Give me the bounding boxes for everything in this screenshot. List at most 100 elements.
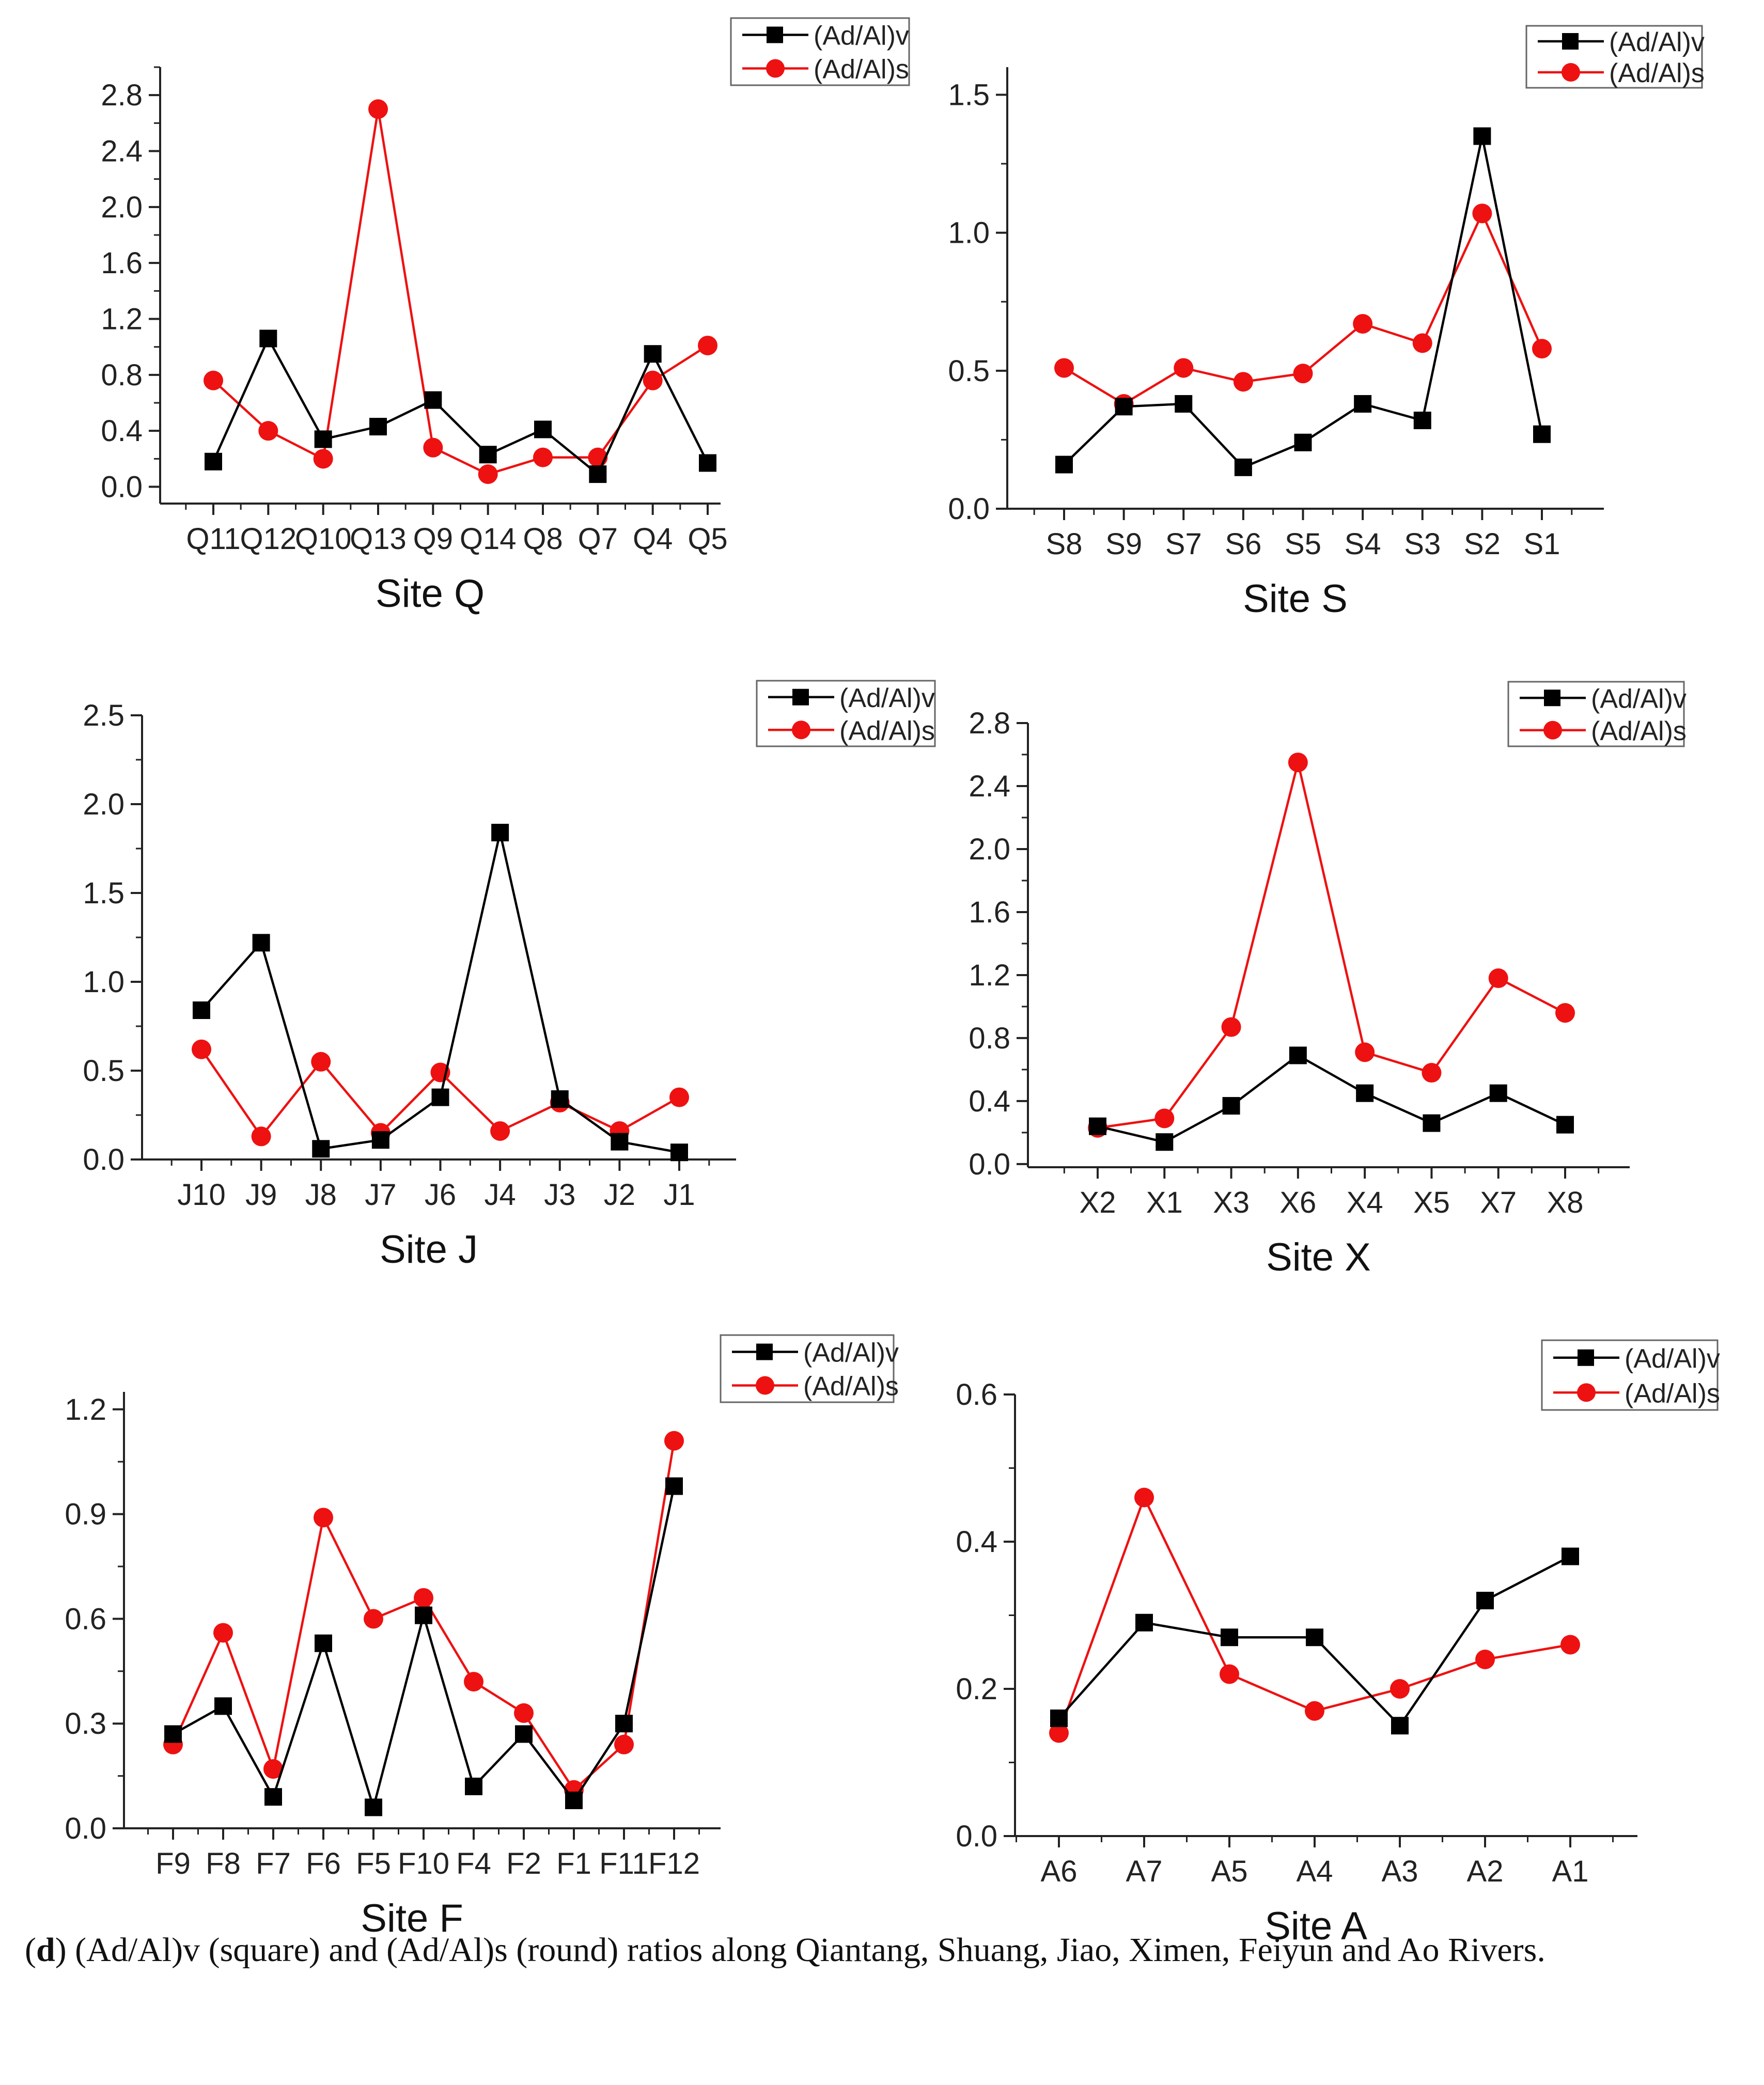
series-line-v — [212, 336, 709, 476]
y-tick-label: 0.4 — [956, 1525, 997, 1559]
data-point-v — [1391, 1717, 1409, 1735]
x-axis-title: Site S — [1243, 577, 1348, 621]
data-point-v — [479, 446, 497, 464]
data-point-v — [1156, 1133, 1174, 1151]
data-point-v — [214, 1697, 232, 1715]
x-tick-label: J7 — [365, 1178, 396, 1212]
data-point-v — [1473, 127, 1491, 145]
data-point-v — [1175, 395, 1193, 413]
y-tick-label: 1.2 — [969, 959, 1010, 992]
y-tick-label: 1.0 — [948, 216, 990, 250]
x-axis-title: Site Q — [376, 572, 485, 616]
x-tick-label: S8 — [1046, 527, 1083, 561]
caption-text: ) (Ad/Al)v (square) and (Ad/Al)s (round)… — [55, 1931, 1546, 1969]
series-line-v — [1097, 1054, 1566, 1143]
data-point-v — [699, 454, 716, 472]
chart-panel-1: 0.0 0.5 1.0 1.5 S8 S9 S7 S6 S5 S4 S3 S2 S1 Site S (Ad/… — [948, 25, 1705, 621]
data-point-v — [1556, 1116, 1574, 1134]
y-tick-label: 2.4 — [969, 770, 1010, 803]
chart-panel-2: 0.0 0.5 1.0 1.5 2.0 2.5 J10 J9 J8 J7 J6 J4 J3 J2 J1 Sit… — [83, 680, 936, 1272]
x-tick-label: F10 — [398, 1847, 449, 1880]
data-point-v — [551, 1090, 569, 1108]
data-point-s — [251, 1126, 271, 1147]
x-tick-label: X8 — [1547, 1186, 1584, 1219]
x-tick-label: S7 — [1165, 527, 1202, 561]
legend-label: (Ad/Al)s — [803, 1372, 899, 1402]
x-tick-label: S5 — [1285, 527, 1321, 561]
legend-marker-square — [1544, 689, 1560, 707]
y-tick-label: 0.4 — [969, 1085, 1010, 1118]
data-point-v — [259, 330, 277, 348]
legend: (Ad/Al)v(Ad/Al)s — [756, 680, 936, 747]
data-point-v — [1050, 1710, 1068, 1727]
data-point-v — [1222, 1097, 1240, 1115]
data-point-s — [698, 335, 717, 355]
y-tick-label: 2.5 — [83, 699, 124, 732]
y-tick-label: 0.0 — [956, 1820, 997, 1853]
x-tick-label: Q11 — [186, 522, 240, 556]
y-tick-label: 0.6 — [956, 1378, 997, 1412]
data-point-s — [423, 437, 443, 458]
x-tick-label: Q7 — [578, 522, 618, 556]
data-point-s — [1488, 968, 1508, 989]
x-tick-label: S3 — [1404, 527, 1441, 561]
y-tick-label: 2.8 — [101, 79, 143, 112]
legend-label: (Ad/Al)v — [839, 683, 935, 713]
data-point-s — [1355, 1042, 1375, 1062]
data-point-v — [312, 1140, 330, 1158]
x-tick-label: X1 — [1146, 1186, 1183, 1219]
legend-box — [1507, 681, 1685, 747]
legend-marker-circle — [756, 1376, 774, 1395]
data-point-v — [465, 1777, 482, 1795]
data-point-v — [1289, 1046, 1307, 1064]
legend-marker-circle — [792, 720, 810, 740]
data-point-s — [213, 1623, 233, 1643]
y-tick-label: 2.0 — [101, 191, 143, 224]
x-tick-label: Q10 — [295, 522, 352, 556]
y-tick-label: 1.2 — [65, 1393, 106, 1426]
legend-marker-square — [767, 26, 783, 43]
data-point-v — [1413, 412, 1431, 429]
x-tick-label: Q9 — [413, 522, 453, 556]
x-tick-label: F12 — [648, 1847, 700, 1880]
x-tick-label: A6 — [1041, 1855, 1078, 1888]
data-point-v — [611, 1133, 629, 1151]
x-tick-label: Q4 — [633, 522, 673, 556]
data-point-s — [1288, 753, 1308, 773]
data-point-v — [1356, 1084, 1374, 1102]
y-tick-label: 0.9 — [65, 1498, 106, 1531]
x-tick-label: S1 — [1524, 527, 1560, 561]
x-tick-label: S9 — [1105, 527, 1142, 561]
legend-label: (Ad/Al)s — [1591, 716, 1687, 746]
data-point-s — [478, 464, 498, 484]
data-point-s — [1475, 1650, 1495, 1669]
data-point-v — [193, 1001, 210, 1020]
data-point-v — [644, 345, 662, 363]
data-point-s — [414, 1588, 433, 1608]
y-tick-label: 1.5 — [948, 78, 990, 112]
x-tick-label: F11 — [599, 1847, 649, 1880]
y-tick-label: 1.6 — [969, 896, 1010, 929]
data-point-s — [490, 1121, 510, 1141]
data-point-v — [371, 1131, 389, 1149]
data-point-s — [1412, 333, 1432, 353]
x-tick-label: Q5 — [688, 522, 727, 556]
data-point-s — [1560, 1635, 1580, 1655]
y-tick-label: 1.5 — [83, 876, 124, 910]
data-point-s — [1049, 1723, 1069, 1743]
y-tick-label: 0.2 — [956, 1672, 997, 1706]
figure-caption: (d) (Ad/Al)v (square) and (Ad/Al)s (roun… — [25, 1931, 1546, 1969]
data-point-s — [669, 1087, 689, 1107]
x-tick-label: A4 — [1297, 1855, 1333, 1888]
chart-panel-5: 0.0 0.2 0.4 0.6 A6 A7 A5 A4 A3 A2 A1 Site A (Ad/Al)v… — [956, 1339, 1720, 1948]
data-point-v — [1306, 1628, 1323, 1647]
legend-marker-circle — [1577, 1383, 1596, 1402]
legend-marker-square — [1562, 33, 1579, 50]
x-tick-label: X3 — [1213, 1186, 1250, 1219]
legend-marker-square — [792, 688, 809, 706]
y-tick-label: 0.8 — [101, 358, 143, 392]
y-tick-label: 0.8 — [969, 1022, 1010, 1055]
x-tick-label: X6 — [1279, 1186, 1316, 1219]
